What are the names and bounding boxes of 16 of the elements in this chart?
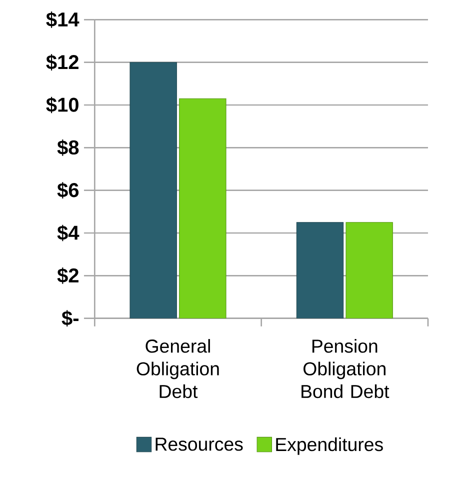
y-tick-label: $10 xyxy=(46,96,78,114)
bar xyxy=(346,222,393,318)
x-tick-label: Pension Obligation Bond Debt xyxy=(302,339,390,398)
bar xyxy=(130,62,177,318)
bar xyxy=(296,222,344,318)
legend-label: Resources xyxy=(156,438,243,451)
y-tick-label: $8 xyxy=(57,140,79,156)
y-tick-label: $2 xyxy=(57,268,78,284)
y-tick-label: $6 xyxy=(57,182,79,198)
y-tick-label: $4 xyxy=(57,224,80,242)
x-tick-label: General Obligation Debt xyxy=(136,339,219,398)
y-tick-label: $12 xyxy=(46,54,78,71)
bar xyxy=(179,98,226,318)
y-tick-label: $- xyxy=(62,310,78,326)
legend-label: Expenditures xyxy=(276,437,383,455)
y-tick-label: $14 xyxy=(46,12,80,28)
